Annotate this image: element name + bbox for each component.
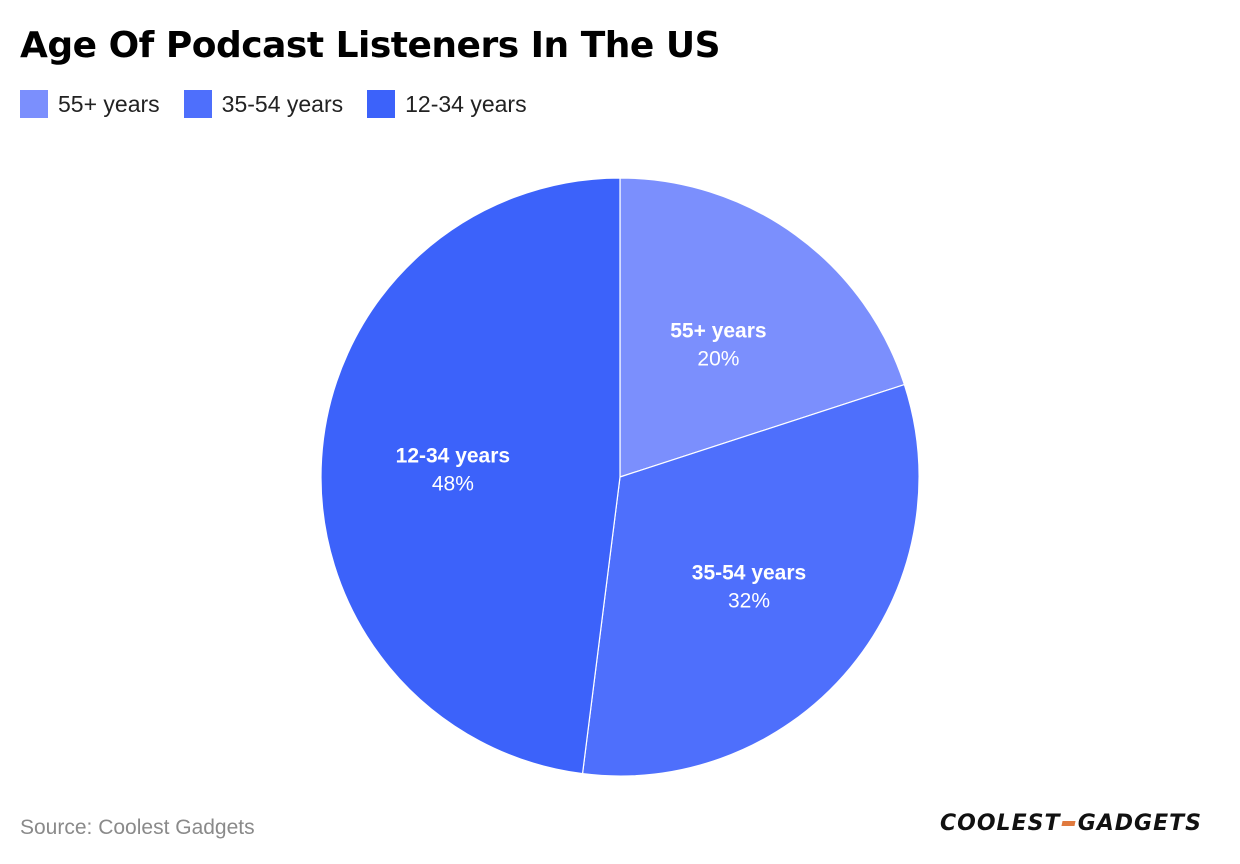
pie-slice-55plus [619, 177, 906, 478]
legend-swatch-35-54 [183, 90, 212, 118]
legend-label-12-34: 12-34 years [405, 90, 527, 117]
legend-swatch-12-34 [367, 90, 396, 118]
slice-label-35-54: 35-54 years [692, 562, 806, 585]
slice-label-12-34: 12-34 years [396, 444, 510, 467]
legend-label-35-54: 35-54 years [221, 90, 344, 117]
legend-item-35-54: 35-54 years [183, 90, 344, 118]
coolest-gadgets-logo: COOLEST GADGETS [940, 805, 1202, 841]
slice-value-35-54: 32% [728, 590, 770, 613]
chart-title: Age Of Podcast Listeners In The US [20, 25, 721, 66]
pie-slice-12-34 [320, 177, 621, 775]
slice-label-55plus: 55+ years [670, 320, 766, 343]
logo-text-left: COOLEST [940, 810, 1061, 836]
pie-slice-35-54 [581, 383, 920, 777]
slice-value-12-34: 48% [432, 472, 474, 495]
legend-item-12-34: 12-34 years [367, 90, 527, 118]
slice-value-55plus: 20% [697, 348, 739, 371]
legend-label-55plus: 55+ years [58, 90, 160, 117]
legend-swatch-55plus [20, 90, 48, 118]
logo-dash [1061, 820, 1077, 826]
source-note: Source: Coolest Gadgets [20, 816, 255, 839]
logo-text-right: GADGETS [1077, 810, 1202, 836]
legend-item-55plus: 55+ years [20, 90, 160, 118]
chart-legend: 55+ years 35-54 years 12-34 years [20, 88, 551, 120]
